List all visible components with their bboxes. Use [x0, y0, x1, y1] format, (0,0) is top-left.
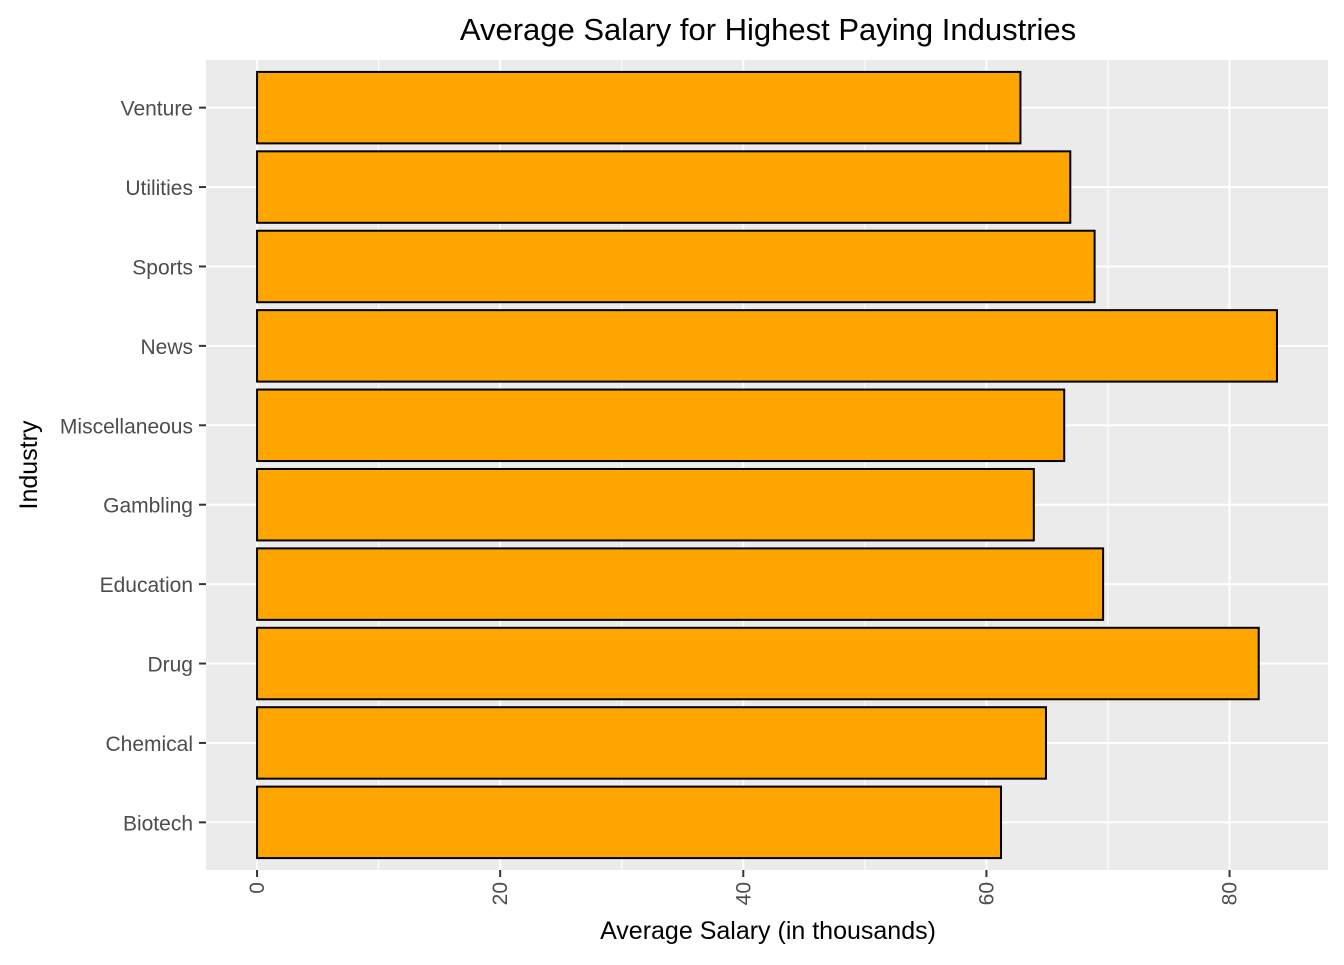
y-tick-label: Drug [147, 654, 193, 677]
y-tick-label: Gambling [103, 495, 193, 518]
x-tick-label: 40 [732, 882, 755, 905]
y-tick-label: Miscellaneous [60, 415, 193, 438]
y-tick-label: Education [100, 574, 193, 597]
bar-biotech [256, 785, 1003, 860]
bar-chemical [256, 706, 1047, 780]
bar-news [256, 309, 1278, 383]
x-axis: 0 20 40 60 80 [246, 870, 1242, 905]
x-tick-label: 80 [1219, 882, 1242, 905]
y-axis-title: Industry [15, 420, 43, 509]
y-tick-label: Chemical [105, 733, 193, 756]
bar-miscellaneous [256, 388, 1066, 463]
x-tick-label: 20 [489, 882, 512, 905]
bars [256, 70, 1278, 860]
bar-utilities [256, 150, 1072, 224]
bar-venture [256, 70, 1022, 145]
y-tick-label: Biotech [123, 812, 193, 835]
y-tick-label: News [140, 336, 193, 359]
bar-drug [256, 626, 1260, 701]
x-tick-label: 60 [975, 882, 998, 905]
bar-education [256, 547, 1105, 621]
x-tick-label: 0 [246, 882, 269, 894]
y-tick-label: Utilities [125, 177, 193, 200]
bar-gambling [256, 467, 1035, 542]
y-axis: Biotech Chemical Drug Education Gambling Misc… [60, 98, 206, 835]
y-tick-label: Venture [121, 98, 193, 121]
bar-sports [256, 229, 1096, 304]
chart-title: Average Salary for Highest Paying Indust… [460, 12, 1076, 47]
x-axis-title: Average Salary (in thousands) [600, 917, 936, 945]
y-tick-label: Sports [132, 256, 193, 279]
